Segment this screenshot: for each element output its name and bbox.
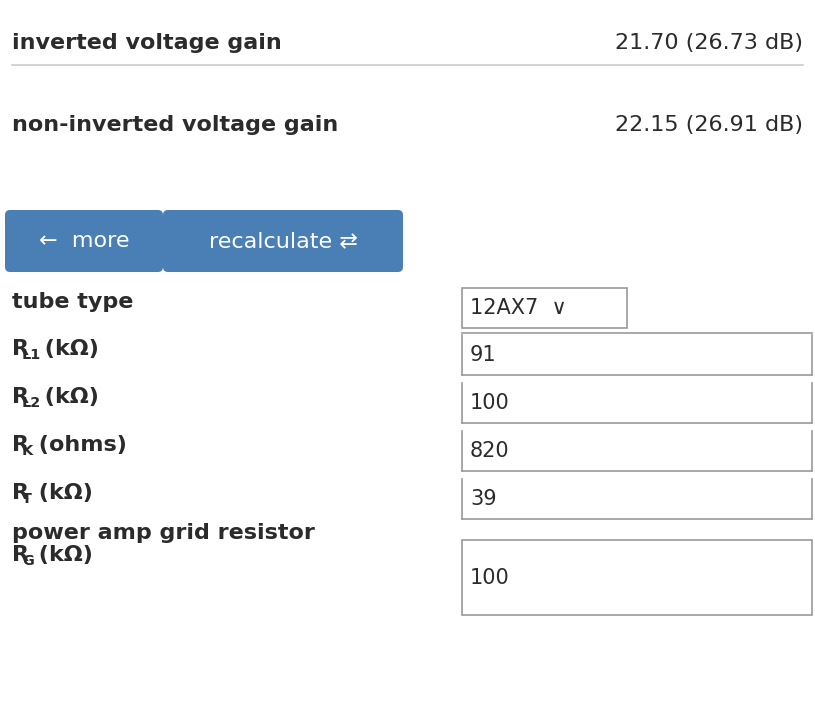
Text: 820: 820	[470, 441, 509, 461]
Text: R: R	[12, 387, 29, 407]
FancyBboxPatch shape	[163, 210, 403, 272]
FancyBboxPatch shape	[5, 210, 163, 272]
Text: (kΩ): (kΩ)	[37, 387, 99, 407]
Text: R: R	[12, 483, 29, 503]
Text: 12AX7  ∨: 12AX7 ∨	[470, 298, 566, 318]
Bar	[462, 335, 812, 375]
Text: R: R	[12, 339, 29, 359]
Text: tube type: tube type	[12, 292, 134, 312]
Text: (kΩ): (kΩ)	[37, 339, 99, 359]
Text: non-inverted voltage gain: non-inverted voltage gain	[12, 115, 338, 135]
Text: T: T	[22, 492, 32, 506]
Bar	[462, 431, 812, 471]
Text: 39: 39	[470, 489, 496, 509]
Text: inverted voltage gain: inverted voltage gain	[12, 33, 282, 53]
Text: 100: 100	[470, 393, 509, 413]
Bar	[462, 540, 812, 615]
Text: R: R	[12, 435, 29, 455]
Text: 91: 91	[470, 345, 496, 365]
Text: power amp grid resistor: power amp grid resistor	[12, 523, 315, 543]
Text: (kΩ): (kΩ)	[31, 545, 93, 565]
Bar	[462, 288, 627, 328]
Text: L1: L1	[22, 348, 42, 362]
Text: (ohms): (ohms)	[31, 435, 126, 455]
Text: 21.70 (26.73 dB): 21.70 (26.73 dB)	[615, 33, 803, 53]
Text: (kΩ): (kΩ)	[31, 483, 93, 503]
Text: K: K	[22, 444, 33, 458]
Text: G: G	[22, 554, 33, 568]
Text: recalculate ⇄: recalculate ⇄	[209, 231, 358, 251]
Text: 100: 100	[470, 568, 509, 587]
Bar	[462, 383, 812, 423]
Text: R: R	[12, 545, 29, 565]
Text: 22.15 (26.91 dB): 22.15 (26.91 dB)	[615, 115, 803, 135]
Bar	[462, 479, 812, 519]
Text: L2: L2	[22, 396, 42, 410]
Text: ←  more: ← more	[39, 231, 130, 251]
